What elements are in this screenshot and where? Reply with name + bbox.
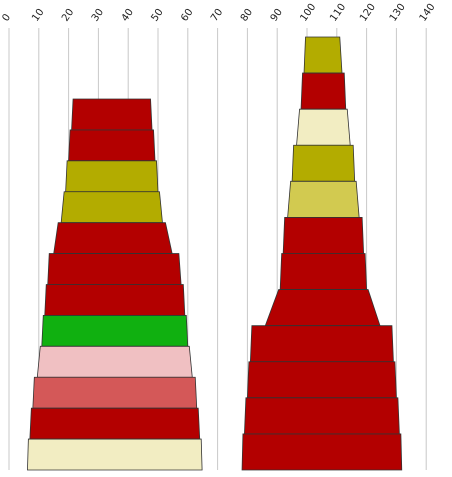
stack-2-band-2 <box>300 72 347 110</box>
stack-2-band-3 <box>296 108 351 146</box>
stack-1-band-11 <box>29 407 201 440</box>
stack-2-band-11 <box>244 397 400 435</box>
x-tick-label-140: 140 <box>418 2 438 24</box>
stack-1-band-9 <box>36 345 193 378</box>
stack-1-band-3 <box>65 160 159 193</box>
x-tick-label-100: 100 <box>298 2 318 24</box>
stack-1-band-10 <box>32 376 198 409</box>
stack-2-band-5 <box>287 180 360 218</box>
x-tick-label-80: 80 <box>239 7 255 24</box>
stack-2-band-10 <box>246 361 397 399</box>
x-tick-label-20: 20 <box>60 7 76 24</box>
stacked-bands <box>27 36 403 471</box>
stack-1-band-8 <box>41 315 189 347</box>
stack-1-band-7 <box>44 284 186 316</box>
stack-1-band-5 <box>53 222 173 254</box>
stack-1-band-6 <box>47 253 182 285</box>
x-tick-label-110: 110 <box>328 2 348 24</box>
stack-2-band-6 <box>282 217 365 254</box>
x-tick-label-90: 90 <box>269 7 285 24</box>
x-tick-label-60: 60 <box>179 7 195 24</box>
x-tick-label-70: 70 <box>209 7 225 24</box>
x-tick-label-120: 120 <box>358 2 378 24</box>
stack-2-band-4 <box>291 144 356 182</box>
x-tick-label-50: 50 <box>149 7 165 24</box>
stack-2-band-1 <box>303 36 343 74</box>
x-axis-tick-labels: 0 10 20 30 40 50 60 70 80 90 100 110 120 130 140 <box>0 2 437 24</box>
x-tick-label-130: 130 <box>388 2 408 24</box>
x-tick-label-10: 10 <box>30 7 46 24</box>
x-tick-label-40: 40 <box>120 7 136 24</box>
stack-2-band-7 <box>279 253 368 290</box>
x-tick-label-0: 0 <box>0 12 13 24</box>
stack-2-band-9 <box>249 325 394 363</box>
stack-1-band-4 <box>60 191 163 224</box>
stack-1-band-1 <box>71 98 153 131</box>
stack-2-band-8 <box>264 289 381 327</box>
stack-2-band-12 <box>241 433 403 471</box>
stack-1-band-2 <box>68 129 156 162</box>
x-tick-label-30: 30 <box>90 7 106 24</box>
stack-1-band-12 <box>27 438 203 471</box>
